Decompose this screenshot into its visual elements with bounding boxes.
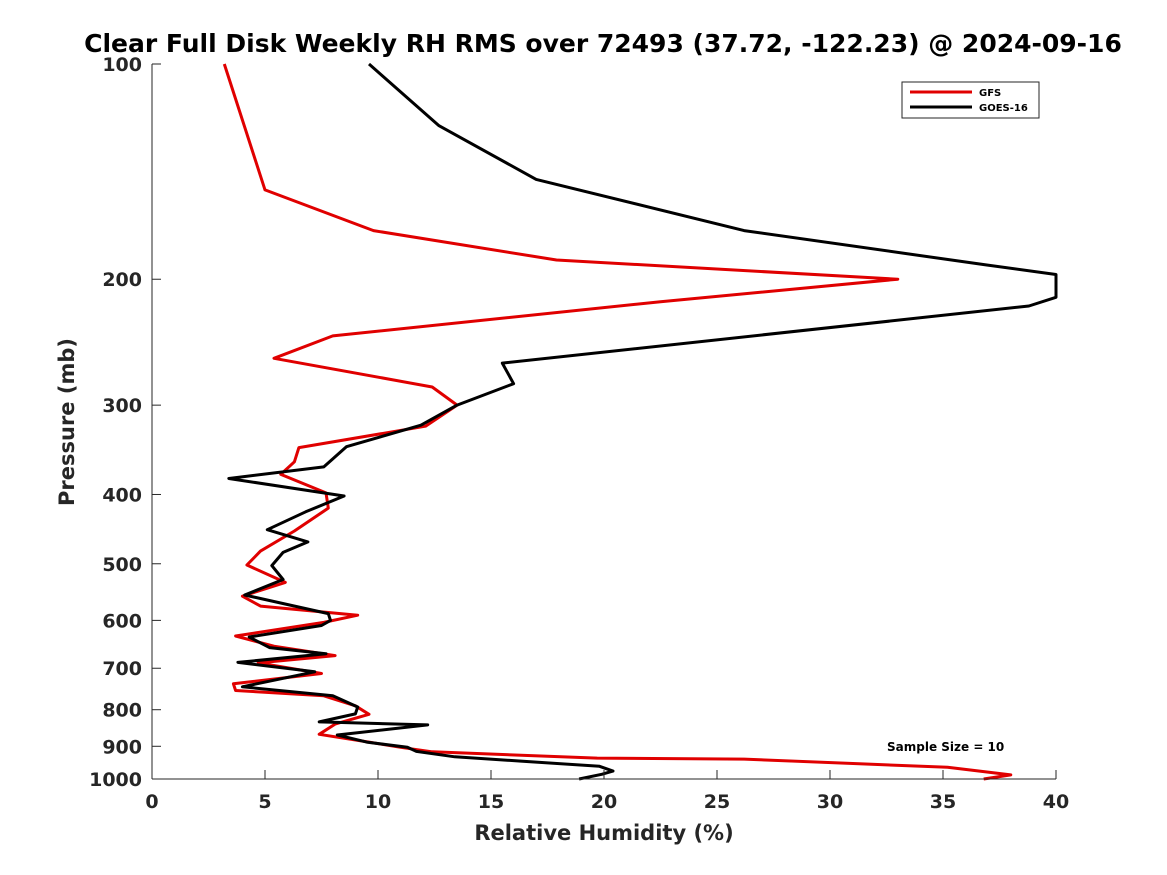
legend-label-goes16: GOES-16 xyxy=(979,103,1028,114)
y-tick-label: 200 xyxy=(102,269,142,291)
legend-box xyxy=(901,81,1040,119)
chart-title: Clear Full Disk Weekly RH RMS over 72493… xyxy=(84,29,1122,58)
x-tick-label: 10 xyxy=(365,791,391,813)
x-tick-label: 30 xyxy=(817,791,843,813)
legend-label-gfs: GFS xyxy=(979,88,1001,99)
y-tick-label: 700 xyxy=(102,658,142,680)
x-tick-label: 5 xyxy=(258,791,271,813)
series-layer xyxy=(222,62,1058,781)
y-tick-label: 800 xyxy=(102,700,142,722)
x-tick-label: 35 xyxy=(930,791,956,813)
x-axis-label: Relative Humidity (%) xyxy=(474,821,733,845)
x-tick-label: 20 xyxy=(591,791,617,813)
sample-size-annotation: Sample Size = 10 xyxy=(887,740,1004,754)
y-tick-label: 100 xyxy=(102,54,142,76)
x-tick-label: 40 xyxy=(1043,791,1069,813)
y-tick-label: 900 xyxy=(102,736,142,758)
y-tick-label: 500 xyxy=(102,554,142,576)
x-ticks: 0 5 10 15 20 25 30 35 40 xyxy=(145,770,1069,813)
legend: GFS GOES-16 xyxy=(901,81,1040,119)
y-ticks: 100 200 300 400 500 600 700 800 900 1000 xyxy=(89,54,161,791)
y-tick-label: 400 xyxy=(102,484,142,506)
x-tick-label: 15 xyxy=(478,791,504,813)
x-tick-label: 25 xyxy=(704,791,730,813)
y-tick-label: 1000 xyxy=(89,769,142,791)
series-line-goes16 xyxy=(227,62,1058,781)
y-tick-label: 300 xyxy=(102,395,142,417)
y-tick-label: 600 xyxy=(102,610,142,632)
y-axis-label: Pressure (mb) xyxy=(55,338,79,506)
x-tick-label: 0 xyxy=(145,791,158,813)
